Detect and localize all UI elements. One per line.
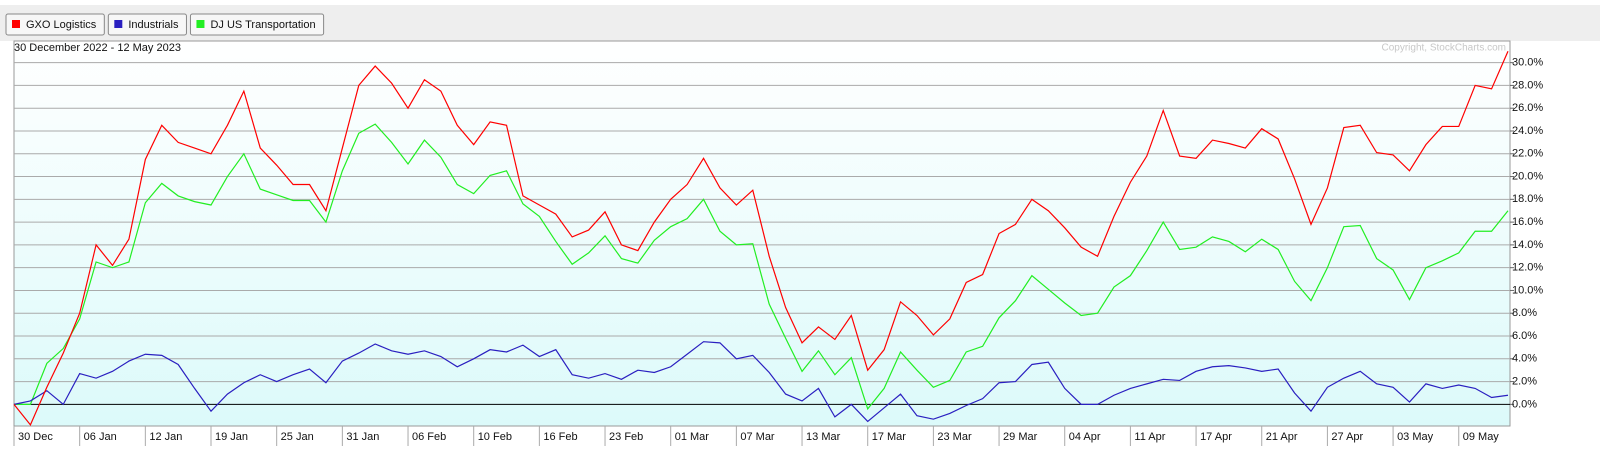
- x-tick-label: 12 Jan: [149, 431, 182, 443]
- y-tick-label: 8.0%: [1512, 307, 1537, 319]
- legend-label: GXO Logistics: [26, 19, 97, 31]
- y-tick-label: 26.0%: [1512, 102, 1543, 114]
- x-tick-label: 29 Mar: [1003, 431, 1038, 443]
- y-tick-label: 10.0%: [1512, 284, 1543, 296]
- legend-label: Industrials: [128, 19, 179, 31]
- y-tick-label: 2.0%: [1512, 375, 1537, 387]
- x-tick-label: 17 Mar: [872, 431, 907, 443]
- legend-swatch: [12, 20, 20, 28]
- x-tick-label: 13 Mar: [806, 431, 841, 443]
- legend-swatch: [114, 20, 123, 28]
- x-tick-label: 31 Jan: [346, 431, 379, 443]
- x-tick-label: 09 May: [1463, 431, 1500, 443]
- x-tick-label: 23 Mar: [937, 431, 972, 443]
- y-tick-label: 16.0%: [1512, 216, 1543, 228]
- x-tick-label: 19 Jan: [215, 431, 248, 443]
- x-tick-label: 03 May: [1397, 431, 1434, 443]
- x-tick-label: 23 Feb: [609, 431, 643, 443]
- x-tick-label: 04 Apr: [1069, 431, 1101, 443]
- x-tick-label: 07 Mar: [740, 431, 775, 443]
- y-tick-label: 18.0%: [1512, 193, 1543, 205]
- y-tick-label: 24.0%: [1512, 125, 1543, 137]
- copyright: Copyright, StockCharts.com: [1382, 43, 1507, 54]
- legend-swatch: [196, 20, 205, 28]
- series-line: [13, 51, 1509, 427]
- legend: GXO Logistics Industrials DJ US Transporta…: [5, 13, 325, 36]
- legend-button[interactable]: [107, 13, 187, 36]
- x-tick-label: 16 Feb: [543, 431, 577, 443]
- x-tick-label: 30 Dec: [18, 431, 53, 443]
- axes: 0.0% 2.0% 4.0% 6.0% 8.0% 10.0% 12.0% 14.0% 16.0%…: [13, 57, 1543, 446]
- legend-item[interactable]: DJ US Transportation: [189, 13, 325, 36]
- x-tick-label: 06 Feb: [412, 431, 446, 443]
- y-tick-label: 30.0%: [1512, 57, 1543, 69]
- series-line: [13, 341, 1509, 423]
- grid: [14, 62, 1510, 405]
- x-tick-label: 17 Apr: [1200, 431, 1232, 443]
- x-tick-label: 01 Mar: [675, 431, 710, 443]
- series-line: [14, 123, 1509, 411]
- subtitle: 30 December 2022 - 12 May 2023: [14, 42, 181, 54]
- lines: [13, 51, 1509, 427]
- x-tick-label: 06 Jan: [84, 431, 117, 443]
- x-tick-label: 11 Apr: [1134, 431, 1165, 443]
- y-tick-label: 28.0%: [1512, 79, 1543, 91]
- y-tick-label: 20.0%: [1512, 170, 1543, 182]
- x-tick-label: 25 Jan: [281, 431, 314, 443]
- y-tick-label: 12.0%: [1512, 262, 1543, 274]
- y-tick-label: 4.0%: [1512, 353, 1537, 365]
- y-tick-label: 14.0%: [1512, 239, 1543, 251]
- plot-area: [13, 40, 1511, 427]
- legend-button[interactable]: [189, 13, 325, 36]
- x-tick-label: 27 Apr: [1331, 431, 1363, 443]
- legend-label: DJ US Transportation: [210, 19, 315, 31]
- y-tick-label: 6.0%: [1512, 330, 1537, 342]
- y-tick-label: 22.0%: [1512, 148, 1543, 160]
- x-tick-label: 10 Feb: [478, 431, 512, 443]
- y-tick-label: 0.0%: [1512, 398, 1537, 410]
- legend-item[interactable]: Industrials: [107, 13, 187, 36]
- x-tick-label: 21 Apr: [1266, 431, 1298, 443]
- legend-item[interactable]: GXO Logistics: [5, 13, 105, 36]
- legend-button[interactable]: [5, 13, 105, 36]
